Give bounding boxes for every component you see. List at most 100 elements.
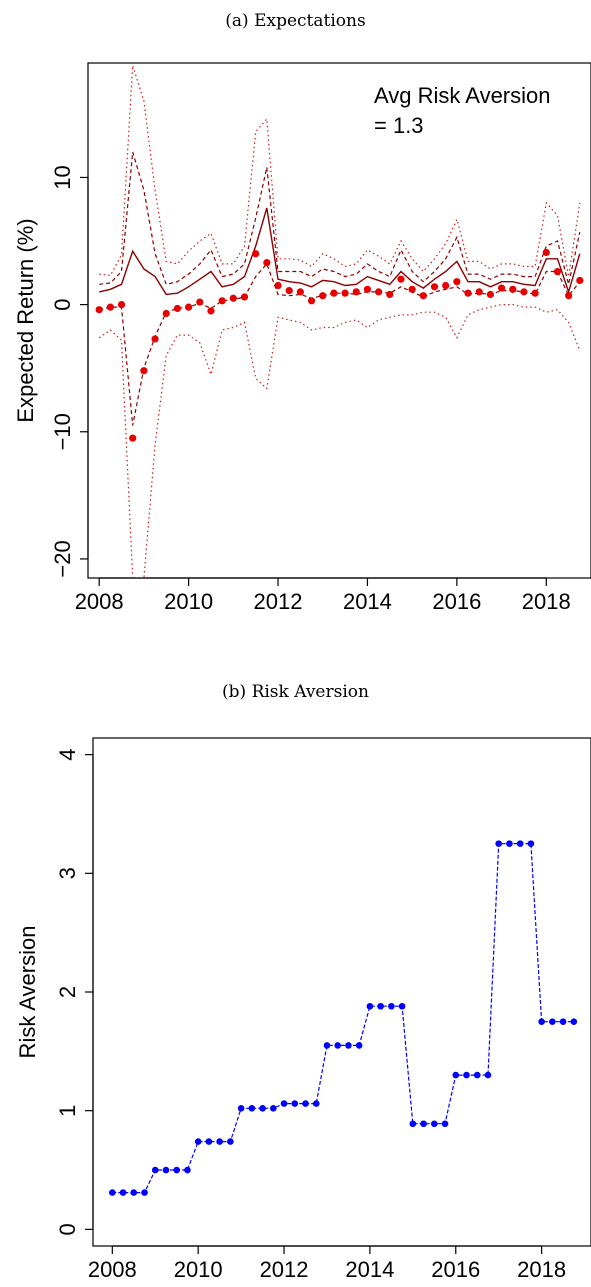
chart-b-point [227, 1138, 234, 1145]
chart-b-series-line [112, 843, 574, 1194]
chart-a-annotation-line2: = 1.3 [374, 113, 424, 138]
chart-a-x-tick-label: 2018 [522, 589, 571, 614]
chart-a-series-line-3-dotted [99, 65, 581, 277]
chart-a-point [196, 298, 204, 306]
chart-b-y-tick-label: 3 [55, 867, 80, 879]
chart-a-title: (a) Expectations [225, 11, 366, 31]
chart-a-point [319, 292, 327, 300]
chart-a-point [151, 335, 159, 343]
chart-b-point [495, 840, 502, 847]
chart-a-point [285, 287, 293, 295]
chart-a-point [274, 281, 282, 290]
chart-a-point [363, 285, 372, 293]
chart-b-point [549, 1018, 556, 1025]
chart-a-point [375, 288, 383, 296]
chart-a-point [486, 290, 494, 299]
chart-a-point [509, 285, 517, 293]
chart-b-point [141, 1189, 148, 1196]
chart-b-y-tick-label: 1 [55, 1105, 80, 1117]
chart-a-x-tick-label: 2014 [343, 589, 392, 614]
chart-a-x-tick-label: 2008 [75, 589, 124, 614]
chart-b-point [194, 1138, 202, 1145]
chart-b-x-tick-label: 2016 [431, 1257, 480, 1282]
chart-a-point [341, 289, 349, 297]
chart-a-point [553, 267, 562, 276]
chart-b-x-tick-label: 2014 [345, 1257, 394, 1282]
chart-a-point [162, 309, 170, 318]
chart-b-point [377, 1002, 384, 1010]
chart-b-point [216, 1138, 223, 1145]
chart-b-point [205, 1138, 213, 1145]
chart-b-point [302, 1100, 309, 1107]
chart-a-point [442, 281, 450, 290]
chart-b-point [516, 840, 524, 847]
chart-a-plot-frame [87, 62, 591, 579]
chart-a-point [263, 259, 271, 267]
chart-b-point [237, 1105, 245, 1112]
chart-b-point [506, 840, 513, 847]
chart-a-point [95, 306, 103, 314]
chart-a-svg: 2008 2010 2012 2014 2016 2018 −20 −10 0 10 Expecte… [13, 62, 591, 614]
chart-b-point [162, 1166, 170, 1174]
chart-b-point [280, 1100, 288, 1107]
chart-a-point [106, 303, 114, 311]
chart-b-point [388, 1002, 395, 1010]
chart-a-point [430, 283, 439, 291]
chart-a-point [140, 367, 148, 375]
chart-b-point [441, 1120, 449, 1128]
chart-b-x-tick-label: 2012 [260, 1257, 309, 1282]
chart-b-point [109, 1189, 116, 1196]
chart-b-point [130, 1189, 138, 1196]
chart-a-point [117, 301, 126, 309]
chart-a-point [419, 292, 427, 300]
chart-b-point [173, 1166, 181, 1174]
chart-a-point [397, 275, 405, 283]
chart-b-y-tick-label: 4 [55, 748, 80, 760]
chart-b-point [312, 1100, 320, 1107]
chart-b-point [431, 1120, 438, 1128]
chart-a-point [497, 284, 506, 292]
chart-a-y-axis-label: Expected Return (%) [13, 218, 38, 422]
chart-b-svg: 2008 2010 2012 2014 2016 2018 0 1 2 3 4 Risk Aversi… [15, 737, 591, 1282]
chart-a-point [386, 290, 394, 299]
chart-b-point [259, 1105, 266, 1112]
chart-a-y-tick-label: 0 [50, 298, 75, 310]
chart-b-point [398, 1002, 406, 1010]
chart-a-series-line-5-dotted [98, 304, 581, 578]
chart-a-point [218, 297, 226, 305]
chart-b-y-tick-label: 2 [55, 986, 80, 998]
chart-a-point [542, 248, 550, 257]
chart-a-y-tick-label: −20 [50, 540, 75, 577]
chart-b-point [355, 1042, 363, 1049]
chart-b-point [270, 1105, 277, 1112]
chart-b-point [538, 1018, 545, 1025]
chart-a-point [330, 289, 338, 297]
chart-a-point [453, 278, 461, 286]
chart-b-x-tick-label: 2018 [517, 1257, 566, 1282]
chart-b-point [291, 1100, 299, 1107]
chart-a-point [173, 304, 182, 313]
chart-a-series-line-1-solid [99, 207, 581, 296]
chart-a-x-tick-label: 2016 [432, 589, 481, 614]
chart-a-y-tick-label: −10 [50, 413, 75, 450]
chart-a-point [240, 293, 249, 301]
chart-b-point [409, 1120, 417, 1128]
chart-a-x-tick-label: 2012 [254, 589, 303, 614]
chart-a-annotation-line1: Avg Risk Aversion [374, 83, 551, 108]
chart-b-point [119, 1189, 127, 1196]
chart-a-point [185, 303, 193, 311]
chart-b-point [151, 1166, 159, 1174]
chart-b-point [334, 1042, 342, 1049]
chart-b-point [366, 1002, 374, 1010]
chart-a-y-tick-label: 10 [50, 165, 75, 189]
chart-a-point [565, 292, 573, 300]
chart-b-point [345, 1042, 352, 1049]
chart-b-point [463, 1071, 470, 1079]
chart-b-point [452, 1071, 460, 1079]
chart-b-point [570, 1018, 578, 1025]
chart-b-point [323, 1042, 331, 1049]
chart-b-x-tick-label: 2008 [88, 1257, 137, 1282]
chart-b-y-tick-label: 0 [55, 1223, 80, 1235]
chart-b-y-axis-label: Risk Aversion [15, 926, 40, 1059]
chart-b-point [420, 1120, 427, 1128]
